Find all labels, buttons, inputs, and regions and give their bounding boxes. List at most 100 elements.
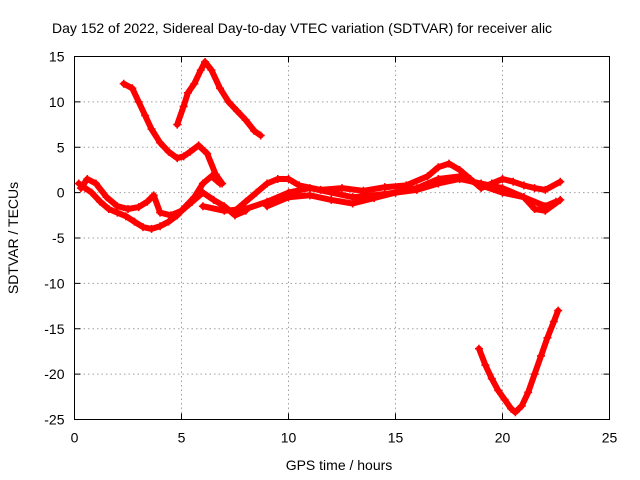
data-point [263,202,272,211]
data-point [556,195,565,204]
data-point [250,126,259,135]
data-point [130,217,139,226]
x-tick-label: 15 [388,430,404,446]
data-point [147,125,156,134]
data-point [173,154,182,163]
data-point [487,374,496,383]
data-point [179,152,188,161]
data-point [273,175,282,184]
data-point [198,188,207,197]
data-point [179,102,188,111]
data-point [380,183,389,192]
data-point [166,211,175,220]
data-point [305,191,314,200]
data-point [128,84,137,93]
data-point [231,206,239,215]
data-point [327,195,336,204]
series-arc-b-descending [119,79,227,188]
data-point [445,159,453,168]
data-point [149,191,158,200]
data-point [252,188,261,197]
data-point [164,147,173,156]
x-tick-label: 25 [602,430,618,446]
data-point [481,361,490,370]
data-point [434,163,443,172]
y-tick-label: -15 [44,321,64,337]
data-point [104,204,113,213]
x-axis: 0 5 10 15 20 25 [71,56,618,446]
data-point [196,66,205,75]
data-point [83,175,92,184]
data-point [507,404,516,413]
data-point [198,179,207,188]
data-point [96,197,105,206]
data-point [119,79,128,88]
data-point [216,179,225,188]
data-point [519,193,528,202]
data-point [498,175,507,184]
data-point [423,172,432,181]
data-point [188,197,197,206]
data-point [209,195,218,204]
data-point [164,217,173,226]
data-point [147,224,156,233]
x-tick-label: 20 [495,430,511,446]
data-point [348,199,357,208]
data-point [91,179,100,188]
data-point [500,395,509,404]
data-point [102,193,111,202]
y-tick-label: 15 [49,49,65,65]
data-point [216,84,225,93]
data-point [156,222,165,231]
y-tick-label: 0 [57,185,65,201]
data-point [434,175,443,184]
data-point [549,317,558,326]
series-arc-f-upper-band [231,159,565,215]
data-point [370,194,379,203]
data-point [284,193,293,202]
data-point [201,57,210,66]
series-line [476,307,562,416]
series-arc-h-deep-v [474,306,563,417]
y-tick-label: -25 [44,412,64,428]
data-point [194,141,203,150]
y-tick-label: -10 [44,275,64,291]
data-point [113,202,122,211]
data-point [134,97,143,106]
series-arc-d-mid-dip [76,175,250,220]
y-tick-label: 5 [57,139,65,155]
data-point [338,184,346,193]
data-point [391,188,400,197]
data-point [138,223,147,232]
data-point [477,181,486,190]
data-point [412,184,421,193]
y-axis: -25 -20 -15 -10 -5 0 5 10 15 [44,49,610,428]
y-tick-label: -20 [44,366,64,382]
series-line [174,58,264,139]
grid [74,56,610,420]
series-arc-a-rising-peak [173,57,265,140]
data-point [203,149,212,158]
data-point [156,208,165,217]
x-tick-label: 5 [178,430,186,446]
series-line [77,176,249,219]
data-point [517,401,526,410]
data-point [241,204,250,213]
data-point [233,106,242,115]
series-line [120,80,226,187]
data-point [509,177,518,186]
series-group [74,57,565,417]
data-point [224,97,233,106]
x-tick-label: 0 [71,430,79,446]
data-point [141,111,150,120]
data-point [186,147,195,156]
data-point [143,197,152,206]
data-point [556,177,565,186]
data-point [76,184,85,193]
data-point [455,172,464,181]
data-point [541,206,550,215]
data-point [177,206,186,215]
x-tick-label: 10 [281,430,297,446]
y-axis-label: SDTVAR / TECUs [5,182,21,294]
